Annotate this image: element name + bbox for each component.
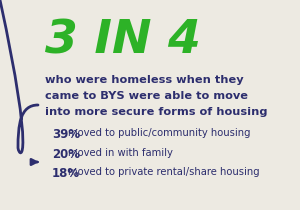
Text: moved to private rental/share housing: moved to private rental/share housing — [68, 167, 260, 177]
Text: moved to public/community housing: moved to public/community housing — [68, 128, 250, 138]
Text: 3 IN 4: 3 IN 4 — [45, 18, 201, 63]
Text: 20%: 20% — [52, 148, 80, 161]
Text: moved in with family: moved in with family — [68, 148, 173, 158]
Text: 18%: 18% — [52, 167, 80, 180]
Text: who were homeless when they: who were homeless when they — [45, 75, 244, 85]
Text: into more secure forms of housing: into more secure forms of housing — [45, 107, 268, 117]
Text: came to BYS were able to move: came to BYS were able to move — [45, 91, 248, 101]
Text: 39%: 39% — [52, 128, 80, 141]
